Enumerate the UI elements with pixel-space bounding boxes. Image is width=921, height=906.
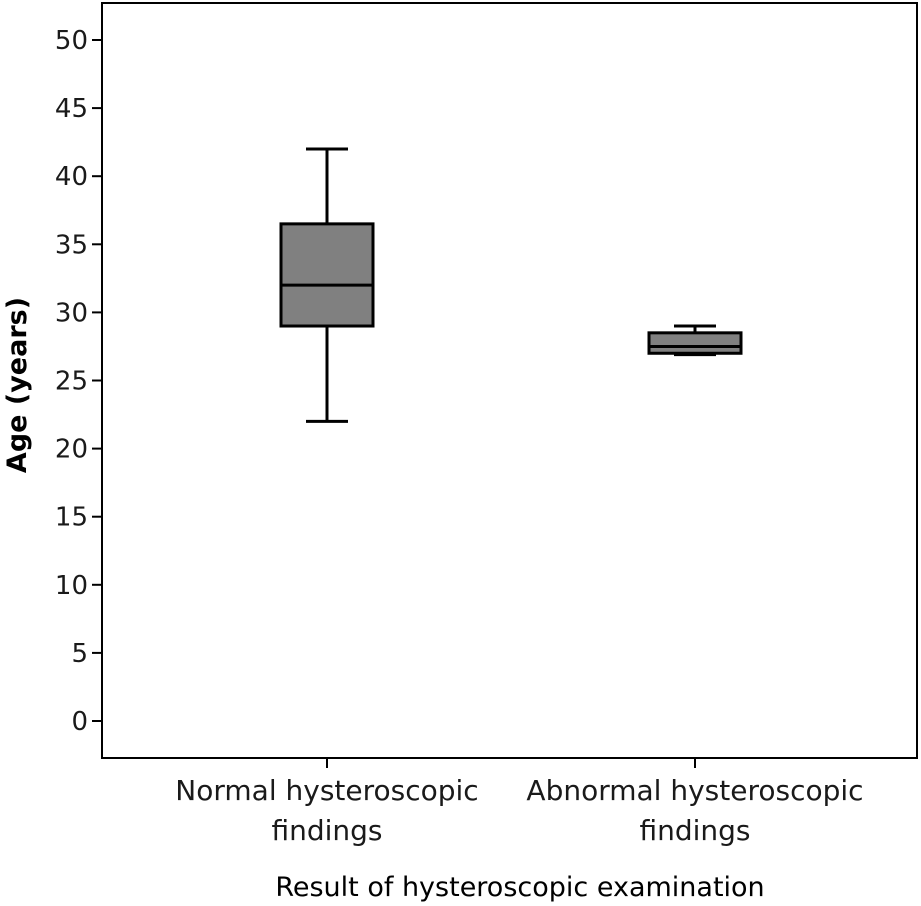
box-series bbox=[279, 147, 743, 423]
y-axis-label: Age (years) bbox=[2, 297, 33, 473]
y-axis: 0 5 10 15 20 25 30 35 40 45 50 bbox=[55, 26, 102, 737]
y-tick-label: 50 bbox=[55, 26, 88, 56]
x-category-label: Abnormal hysteroscopic findings bbox=[526, 774, 863, 847]
x-category-label-line: Normal hysteroscopic bbox=[175, 774, 478, 807]
x-category-label: Normal hysteroscopic findings bbox=[175, 774, 478, 847]
y-tick-label: 45 bbox=[55, 94, 88, 124]
y-tick-label: 0 bbox=[71, 707, 88, 737]
box-plot-item bbox=[279, 147, 375, 423]
y-tick-label: 15 bbox=[55, 503, 88, 533]
y-tick-label: 40 bbox=[55, 162, 88, 192]
y-tick-label: 30 bbox=[55, 298, 88, 328]
iqr-box bbox=[647, 331, 743, 355]
y-tick-label: 25 bbox=[55, 367, 88, 397]
y-tick-label: 10 bbox=[55, 571, 88, 601]
x-category-label-line: findings bbox=[639, 814, 750, 847]
iqr-box bbox=[279, 222, 375, 328]
y-tick-label: 5 bbox=[71, 639, 88, 669]
y-tick-label: 35 bbox=[55, 230, 88, 260]
box-plot-item bbox=[647, 324, 743, 357]
x-category-label-line: findings bbox=[271, 814, 382, 847]
plot-frame bbox=[101, 2, 918, 759]
y-tick-label: 20 bbox=[55, 435, 88, 465]
x-axis-label: Result of hysteroscopic examination bbox=[275, 872, 764, 903]
x-category-label-line: Abnormal hysteroscopic bbox=[526, 774, 863, 807]
